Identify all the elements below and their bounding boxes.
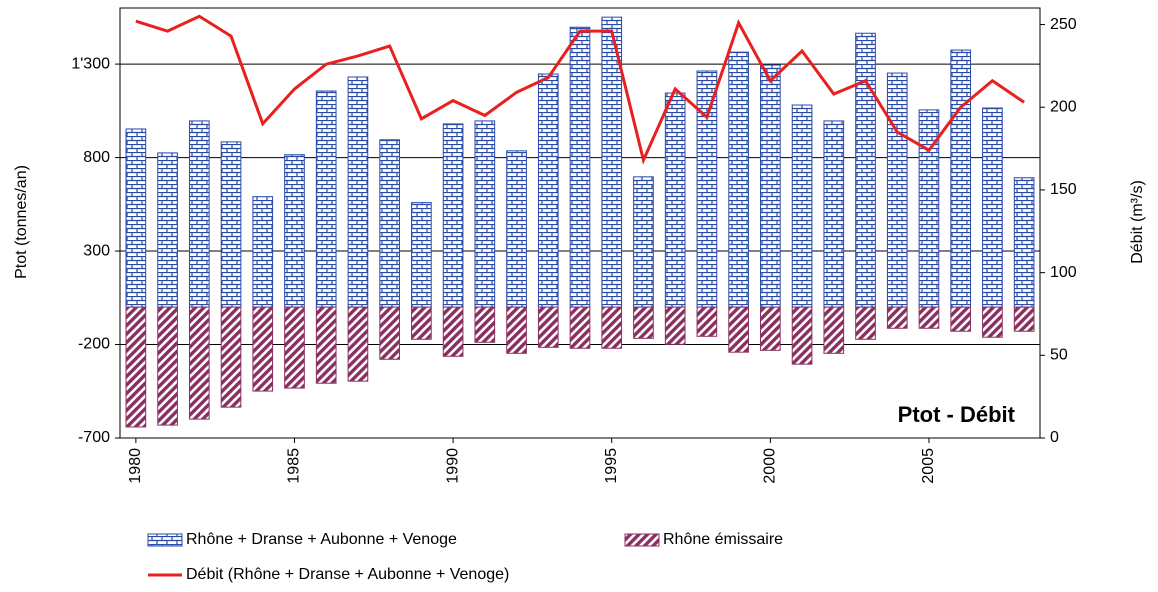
- bar: [823, 306, 845, 354]
- bar: [537, 73, 559, 308]
- bar: [855, 32, 876, 308]
- bar: [506, 306, 527, 354]
- y2-tick-label: 200: [1050, 98, 1077, 115]
- line: [135, 14, 1025, 165]
- x-tick-label: 1990: [444, 448, 461, 484]
- bar: [633, 306, 654, 339]
- bar: [823, 120, 845, 308]
- bar: [220, 306, 242, 408]
- plot-frame: [119, 7, 1041, 439]
- legend-swatch: [147, 533, 183, 547]
- bar: [347, 76, 369, 308]
- bar: [696, 70, 718, 308]
- bar: [982, 306, 1003, 338]
- legend-label: Rhône + Dranse + Aubonne + Venoge: [186, 531, 457, 548]
- bar: [379, 306, 400, 360]
- bar: [474, 306, 496, 343]
- x-tick-label: 1995: [603, 448, 620, 484]
- bar: [760, 306, 781, 351]
- bar: [157, 152, 178, 308]
- bar: [411, 306, 432, 340]
- bar: [855, 306, 876, 340]
- bar: [633, 176, 654, 308]
- y2-tick-label: 50: [1050, 347, 1068, 364]
- bar: [411, 202, 432, 308]
- bar: [569, 306, 591, 349]
- y2-axis-label: Débit (m³/s): [1129, 180, 1146, 264]
- bar: [664, 306, 686, 345]
- bar: [696, 306, 718, 337]
- bar: [252, 196, 274, 308]
- y2-tick-label: 150: [1050, 181, 1077, 198]
- bar: [537, 306, 559, 348]
- bar: [569, 26, 591, 308]
- bar: [284, 154, 305, 308]
- y-tick-label: 1'300: [71, 55, 110, 72]
- x-tick-label: 2005: [920, 448, 937, 484]
- bar: [950, 49, 972, 308]
- y-tick-label: -700: [78, 429, 110, 446]
- bar: [252, 306, 274, 392]
- bar: [474, 120, 496, 308]
- bar: [982, 107, 1003, 308]
- bar: [125, 128, 147, 308]
- bar: [664, 92, 686, 308]
- chart-title: Ptot - Débit: [898, 402, 1016, 427]
- bar: [315, 90, 337, 308]
- bar: [188, 120, 210, 308]
- bar: [601, 306, 623, 349]
- bar: [442, 123, 464, 308]
- bar: [760, 64, 781, 308]
- bar: [918, 306, 940, 329]
- bar: [125, 306, 147, 428]
- bar: [1013, 177, 1035, 308]
- bar: [188, 306, 210, 420]
- x-tick-label: 1980: [127, 448, 144, 484]
- bar: [157, 306, 178, 426]
- bar: [728, 306, 749, 353]
- bar: [886, 306, 908, 329]
- bar: [315, 306, 337, 384]
- legend-swatch: [624, 533, 660, 547]
- y2-tick-label: 0: [1050, 429, 1059, 446]
- y-axis-label: Ptot (tonnes/an): [13, 165, 30, 279]
- bar: [442, 306, 464, 357]
- bar: [950, 306, 972, 332]
- legend-label: Débit (Rhône + Dranse + Aubonne + Venoge…: [186, 566, 509, 583]
- bar: [506, 150, 527, 308]
- bar: [728, 51, 749, 308]
- y2-tick-label: 250: [1050, 16, 1077, 33]
- bar: [791, 306, 813, 365]
- y-tick-label: 300: [83, 242, 110, 259]
- x-tick-label: 2000: [762, 448, 779, 484]
- bar: [379, 139, 400, 308]
- y2-tick-label: 100: [1050, 264, 1077, 281]
- x-tick-label: 1985: [286, 448, 303, 484]
- bar: [284, 306, 305, 389]
- bar: [1013, 306, 1035, 332]
- y-tick-label: -200: [78, 336, 110, 353]
- y-tick-label: 800: [83, 149, 110, 166]
- bar: [791, 104, 813, 308]
- bar: [347, 306, 369, 382]
- bar: [220, 141, 242, 308]
- legend-label: Rhône émissaire: [663, 531, 783, 548]
- bar: [886, 72, 908, 308]
